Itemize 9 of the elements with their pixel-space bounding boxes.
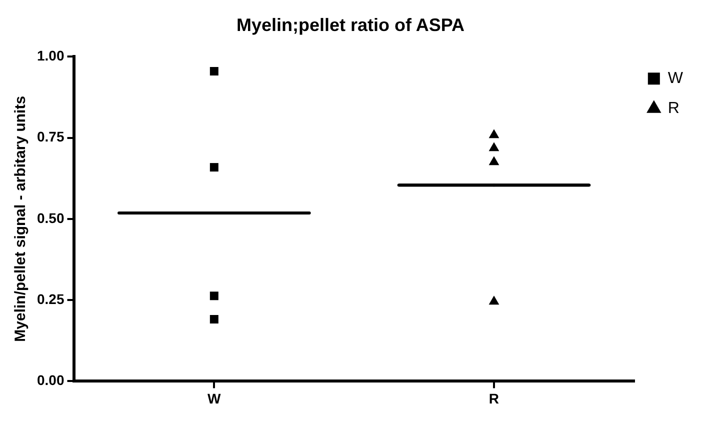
y-tick-label: 0.75 — [37, 128, 64, 145]
chart-title: Myelin;pellet ratio of ASPA — [236, 14, 465, 35]
y-tick-label: 0.50 — [37, 210, 64, 226]
y-tick-label: 0.00 — [37, 372, 64, 388]
legend-label: W — [668, 70, 684, 88]
legend-label: R — [668, 100, 680, 118]
y-tick-label: 0.25 — [37, 290, 64, 307]
y-axis-title: Myelin/pellet signal - arbitary units — [12, 96, 30, 342]
y-tick-label: 1.00 — [37, 47, 64, 64]
